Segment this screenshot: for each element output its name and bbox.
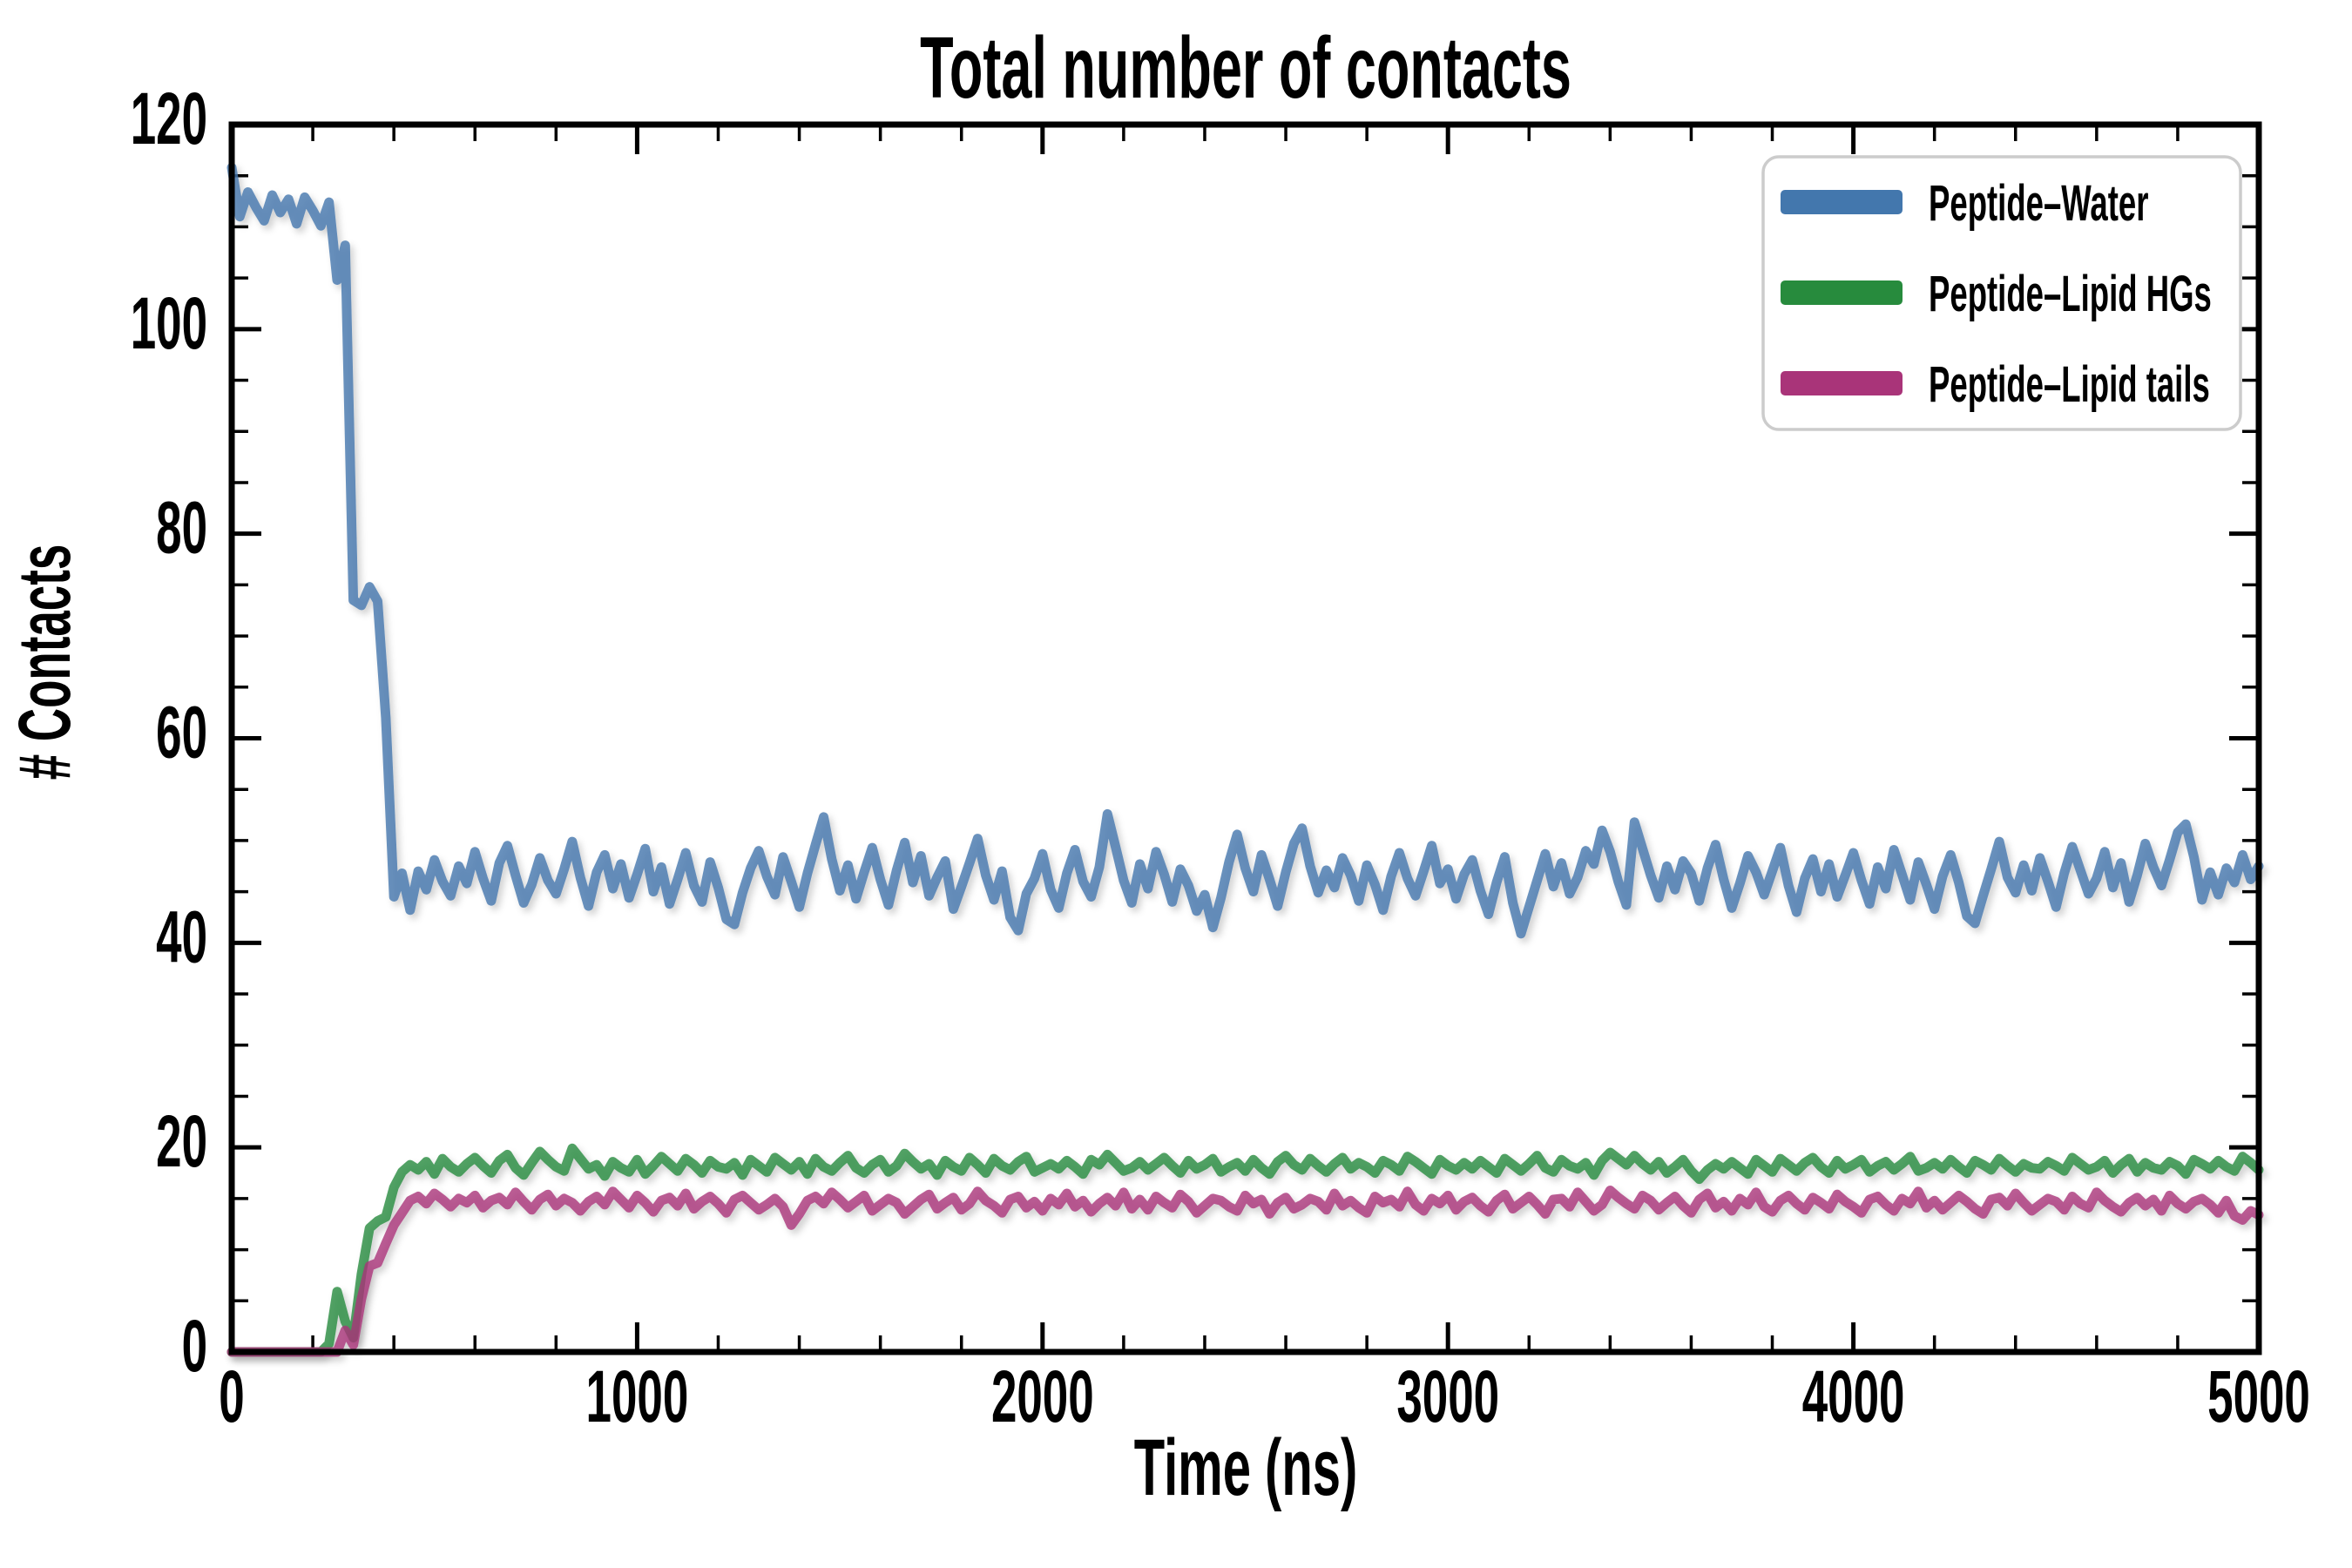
x-axis-label: Time (ns) [1134,1423,1358,1512]
x-tick-label: 2000 [991,1355,1094,1437]
y-tick-label: 100 [131,281,207,364]
y-tick-label: 0 [182,1304,207,1387]
chart-title: Total number of contacts [920,18,1571,116]
legend-label-peptide-lipid-tails: Peptide–Lipid tails [1929,357,2210,414]
x-tick-label: 3000 [1396,1355,1499,1437]
legend-swatch-peptide-lipid-hgs [1781,280,1903,305]
series-line-peptide-lipid-hgs [226,1143,2264,1357]
legend-label-peptide-water: Peptide–Water [1929,176,2149,233]
x-tick-label: 1000 [586,1355,689,1437]
y-tick-label: 20 [156,1100,207,1183]
y-axis-label: # Contacts [3,544,85,780]
series-line-peptide-water [226,162,2264,939]
series-lines [226,162,2264,1357]
y-tick-label: 40 [156,896,207,978]
y-tick-label: 120 [131,77,207,159]
legend-box [1761,155,2242,431]
x-tick-label: 5000 [2207,1355,2310,1437]
legend-swatch-peptide-lipid-tails [1781,371,1903,395]
legend-swatch-peptide-water [1781,190,1903,214]
series-line-peptide-lipid-tails [226,1186,2264,1357]
y-tick-label: 80 [156,486,207,569]
x-tick-label: 0 [219,1355,244,1437]
x-tick-label: 4000 [1802,1355,1905,1437]
y-tick-label: 60 [156,691,207,774]
plot-frame [228,121,2262,1355]
axes-tick-labels: 0 1000 2000 3000 4000 5000 0 20 40 60 80 100 120 [131,77,2310,1437]
legend-label-peptide-lipid-hgs: Peptide–Lipid HGs [1929,267,2212,323]
legend: Peptide–Water Peptide–Lipid HGs Peptide–… [1761,155,2242,431]
